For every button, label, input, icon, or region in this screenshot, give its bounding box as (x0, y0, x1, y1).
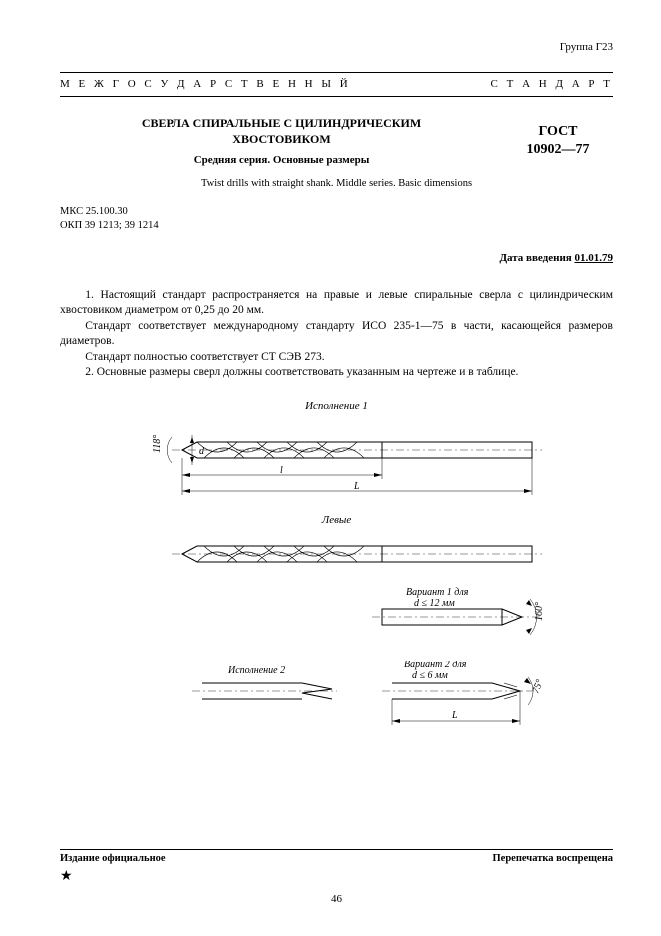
para-1: 1. Настоящий стандарт распространяется н… (60, 288, 613, 319)
angle-160: 160° (534, 602, 545, 621)
diagram-variant1: Вариант 1 для d ≤ 12 мм 160° (122, 581, 552, 661)
code-mks: МКС 25.100.30 (60, 205, 613, 219)
footer-right: Перепечатка воспрещена (493, 852, 613, 866)
footer-star-icon: ★ (60, 868, 613, 886)
date-intro: Дата введения 01.01.79 (60, 251, 613, 265)
title-en: Twist drills with straight shank. Middle… (60, 177, 613, 191)
date-value: 01.01.79 (575, 252, 614, 264)
caption-exec1: Исполнение 1 (70, 399, 603, 413)
title-line2: ХВОСТОВИКОМ (60, 131, 503, 147)
diagram-exec1: 118° d l L (122, 417, 552, 507)
title-sub: Средняя серия. Основные размеры (60, 153, 503, 167)
dim-L: L (353, 481, 360, 492)
group-label: Группа Г23 (60, 40, 613, 54)
angle-75: 75° (530, 678, 545, 695)
variant2-d: d ≤ 6 мм (412, 670, 448, 681)
date-label: Дата введения (499, 252, 574, 264)
code-okp: ОКП 39 1213; 39 1214 (60, 219, 613, 233)
footer-left: Издание официальное (60, 852, 166, 866)
page-number: 46 (60, 892, 613, 906)
title-line1: СВЕРЛА СПИРАЛЬНЫЕ С ЦИЛИНДРИЧЕСКИМ (60, 115, 503, 131)
std-label: ГОСТ (538, 123, 577, 141)
variant1-label: Вариант 1 для (406, 587, 469, 598)
diagram-left (122, 531, 552, 581)
para-3: Стандарт полностью соответствует СТ СЭВ … (60, 350, 613, 366)
banner-left: М Е Ж Г О С У Д А Р С Т В Е Н Н Ы Й (60, 77, 351, 91)
diagrams: Исполнение 1 (60, 399, 613, 752)
diagram-exec2-variant2: Исполнение 2 Вариант 2 для d ≤ 6 мм 75° … (122, 661, 552, 751)
caption-exec2: Исполнение 2 (227, 665, 285, 676)
angle-118: 118° (152, 435, 163, 453)
para-4: 2. Основные размеры сверл должны соответ… (60, 365, 613, 381)
body-text: 1. Настоящий стандарт распространяется н… (60, 288, 613, 381)
banner-rule: М Е Ж Г О С У Д А Р С Т В Е Н Н Ы Й С Т … (60, 72, 613, 96)
para-2: Стандарт соответствует международному ст… (60, 319, 613, 350)
dim-l: l (280, 465, 283, 476)
caption-left: Левые (70, 513, 603, 527)
dim-L2: L (451, 710, 458, 721)
std-number: 10902—77 (527, 141, 590, 159)
variant1-d: d ≤ 12 мм (414, 598, 455, 609)
variant2-label: Вариант 2 для (404, 661, 467, 670)
banner-right: С Т А Н Д А Р Т (491, 77, 613, 91)
footer-rule: Издание официальное Перепечатка воспреще… (60, 849, 613, 866)
